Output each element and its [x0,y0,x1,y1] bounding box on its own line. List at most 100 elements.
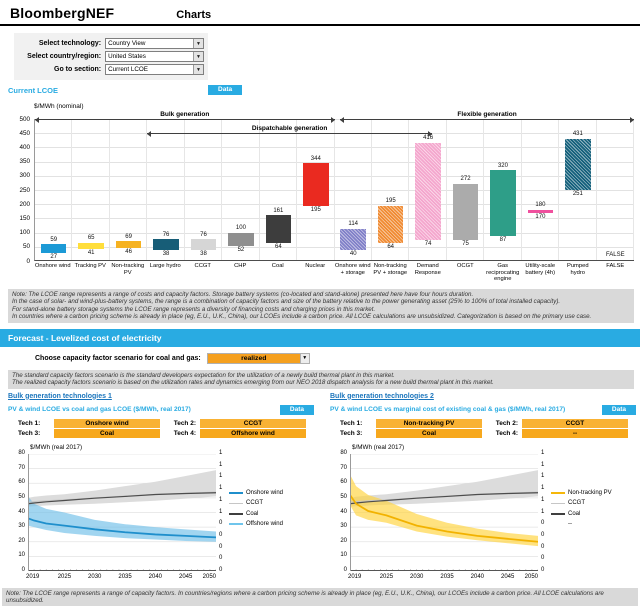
capacity-factor-scenario-select[interactable]: realized ▼ [206,352,310,364]
app-header: BloombergNEF Charts [0,0,640,26]
tech2-select[interactable]: CCGT [522,418,628,428]
legend-label: CCGT [568,500,585,507]
forecast-panel-1: Bulk generation technologies 1 PV & wind… [0,393,320,583]
country-value: United States [108,53,146,60]
legend-item-non-tracking-pv: Non-tracking PV [551,490,612,496]
bar-high-value: 431 [572,131,583,138]
legend-item-coal: Coal [551,511,612,517]
forecast-charts-area: Bulk generation technologies 1 PV & wind… [0,393,640,583]
tech2-label: Tech 2: [173,419,196,427]
right-tick-label: 0 [541,531,545,538]
note-line: For stand-alone battery storage systems … [12,305,376,313]
category-label-onshore-wind-storage: Onshore wind + storage [334,263,371,276]
lcoe-bar-non-tracking-pv-storage [377,205,404,243]
x-tick-label: 2050 [524,573,538,580]
forecast-chart-2-title: PV & wind LCOE vs marginal cost of exist… [330,406,566,414]
right-tick-label: 1 [219,485,223,492]
tech4-select[interactable]: Offshore wind [200,428,306,438]
x-tick-label: 2030 [410,573,424,580]
bar-low-value: 52 [237,247,245,254]
y-tick-label: 20 [18,537,25,544]
bar-column-demand-response [409,119,447,260]
gridline [35,147,634,149]
bar-low-value: 41 [87,250,95,257]
gridline [35,119,634,120]
right-tick-label: 1 [219,473,223,480]
category-label-ccgt: CCGT [194,263,211,269]
lcoe-bar-tracking-pv [78,242,104,250]
right-tick-label: 1 [541,508,545,515]
y-tick-label: 200 [19,200,30,208]
link-bulk-generation-technologies-2[interactable]: Bulk generation technologies 2 [330,392,434,400]
x-tick-label: 2050 [202,573,216,580]
right-tick-label: 0 [541,520,545,527]
bar-low-value: 38 [162,251,170,258]
bar-false-value: FALSE [605,252,625,258]
bar-high-value: 76 [162,231,170,238]
bar-low-value: 87 [499,237,507,244]
right-tick-label: 1 [219,496,223,503]
technology-select[interactable]: Country View ▼ [105,38,204,49]
tech-selector-table-1: Tech 1: Onshore wind Tech 2: CCGT Tech 3… [18,418,314,438]
right-tick-label: 0 [541,555,545,562]
tech-selector-table-2: Tech 1: Non-tracking PV Tech 2: CCGT Tec… [340,418,636,438]
country-select[interactable]: United States ▼ [105,51,204,62]
right-tick-label: 0 [219,520,223,527]
chevron-down-icon[interactable]: ▼ [299,353,309,363]
lcoe-bar-demand-response [415,142,441,240]
category-label-utility-scale-battery-4h: Utility-scale battery (4h) [525,263,556,276]
legend-label: Coal [568,510,581,517]
chevron-down-icon[interactable]: ▼ [193,52,203,61]
gridline [35,218,634,220]
tech3-select[interactable]: Coal [376,428,482,438]
data-button-forecast-2[interactable]: Data [601,404,636,415]
lcoe-bar-ccgt [190,239,217,251]
right-tick-label: 1 [219,461,223,468]
y-tick-label: 40 [18,508,25,515]
bar-low-value: 251 [572,190,583,197]
legend-item-onshore-wind: Onshore wind [229,490,283,496]
legend-swatch [229,523,243,526]
chevron-down-icon[interactable]: ▼ [193,65,203,74]
right-tick-label: 1 [219,508,223,515]
data-button-forecast-1[interactable]: Data [279,404,314,415]
tech3-select[interactable]: Coal [54,428,160,438]
y-tick-label: 500 [19,115,30,123]
note-line: The realized capacity factors scenario i… [12,379,494,387]
data-button-current-lcoe[interactable]: Data [208,85,243,95]
link-bulk-generation-technologies-1[interactable]: Bulk generation technologies 1 [8,392,112,400]
lcoe-bar-non-tracking-pv [115,241,142,248]
x-tick-label: 2025 [57,573,72,580]
tech1-select[interactable]: Non-tracking PV [376,418,482,428]
bar-high-value: 416 [423,135,434,142]
legend-item-offshore-wind: Offshore wind [229,521,283,527]
right-tick-label: 0 [219,555,223,562]
bar-low-value: 40 [349,250,357,257]
group-arrow-flexible-generation: Flexible generation [340,111,634,123]
line-chart-x-axis: 2019 2025 2030 2035 2040 2045 2050 [26,573,216,583]
x-tick-label: 2019 [26,573,40,580]
tech2-select[interactable]: CCGT [200,418,306,428]
section-label: Go to section: [54,66,102,73]
y-tick-label: 400 [19,143,30,151]
chevron-down-icon[interactable]: ▼ [193,39,203,48]
category-label-demand-response: Demand Response [414,263,441,276]
lcoe-bar-utility-scale-battery-4h [527,209,554,213]
bar-column-coal [260,119,298,260]
x-tick-label: 2035 [118,573,132,580]
bar-column-onshore-wind-storage [335,119,372,260]
lcoe-bar-chp [228,232,254,247]
tech3-label: Tech 3: [340,429,363,437]
section-select[interactable]: Current LCOE ▼ [105,64,204,75]
forecast-chart-1-axis-title: $/MWh (real 2017) [30,443,83,451]
legend-swatch [551,512,565,515]
tech4-select[interactable]: -- [522,428,628,438]
legend-item-ccgt: CCGT [229,500,283,506]
bar-column-ocgt [447,119,485,260]
bar-high-value: 272 [460,176,471,183]
right-tick-label: 0 [219,543,223,550]
bar-column-pumped-hydro [559,119,597,260]
bar-low-value: 170 [535,213,546,220]
legend-label: CCGT [246,500,263,507]
tech1-select[interactable]: Onshore wind [54,418,160,428]
